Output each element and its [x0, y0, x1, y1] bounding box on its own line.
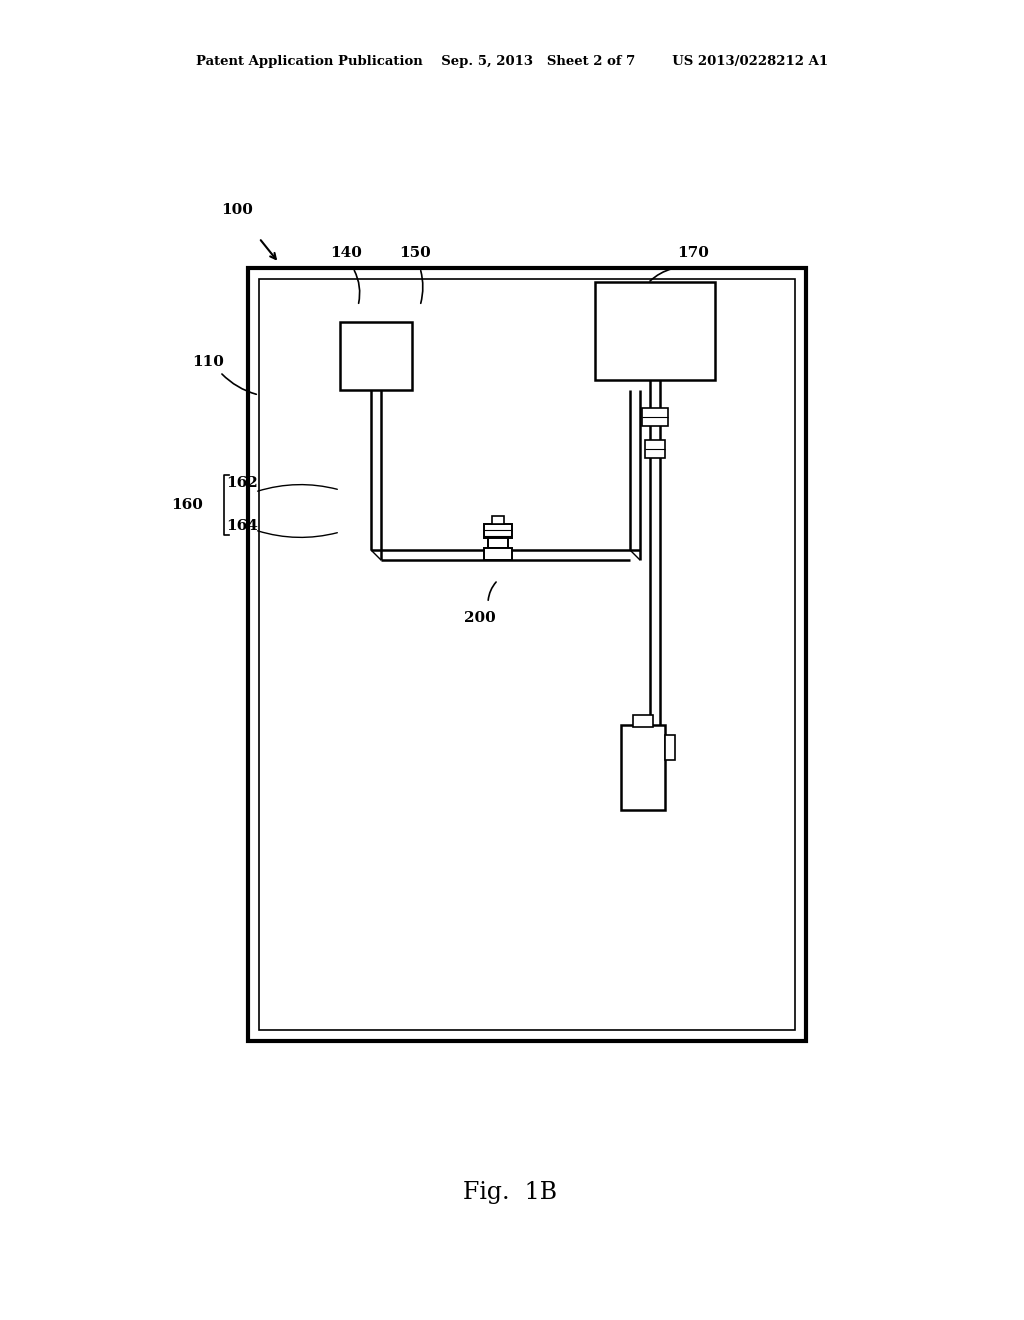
Bar — [633, 715, 653, 727]
Bar — [645, 440, 665, 458]
Text: 110: 110 — [193, 355, 224, 370]
Text: 164: 164 — [226, 519, 258, 533]
Text: 160: 160 — [171, 498, 203, 512]
Bar — [665, 735, 675, 760]
Text: 150: 150 — [399, 246, 431, 260]
Bar — [484, 548, 512, 560]
Bar — [595, 282, 715, 380]
Bar — [259, 279, 795, 1030]
Text: 200: 200 — [464, 611, 496, 624]
Text: 162: 162 — [226, 477, 258, 490]
Text: 140: 140 — [330, 246, 361, 260]
Bar — [488, 539, 508, 548]
Bar — [492, 516, 504, 524]
Text: 170: 170 — [677, 246, 709, 260]
Text: 100: 100 — [221, 203, 253, 216]
Text: Patent Application Publication    Sep. 5, 2013   Sheet 2 of 7        US 2013/022: Patent Application Publication Sep. 5, 2… — [196, 55, 828, 69]
Bar — [484, 524, 512, 539]
Bar — [642, 408, 668, 426]
Bar — [340, 322, 412, 389]
Text: Fig.  1B: Fig. 1B — [463, 1180, 557, 1204]
Bar — [621, 725, 665, 810]
Bar — [248, 268, 806, 1041]
